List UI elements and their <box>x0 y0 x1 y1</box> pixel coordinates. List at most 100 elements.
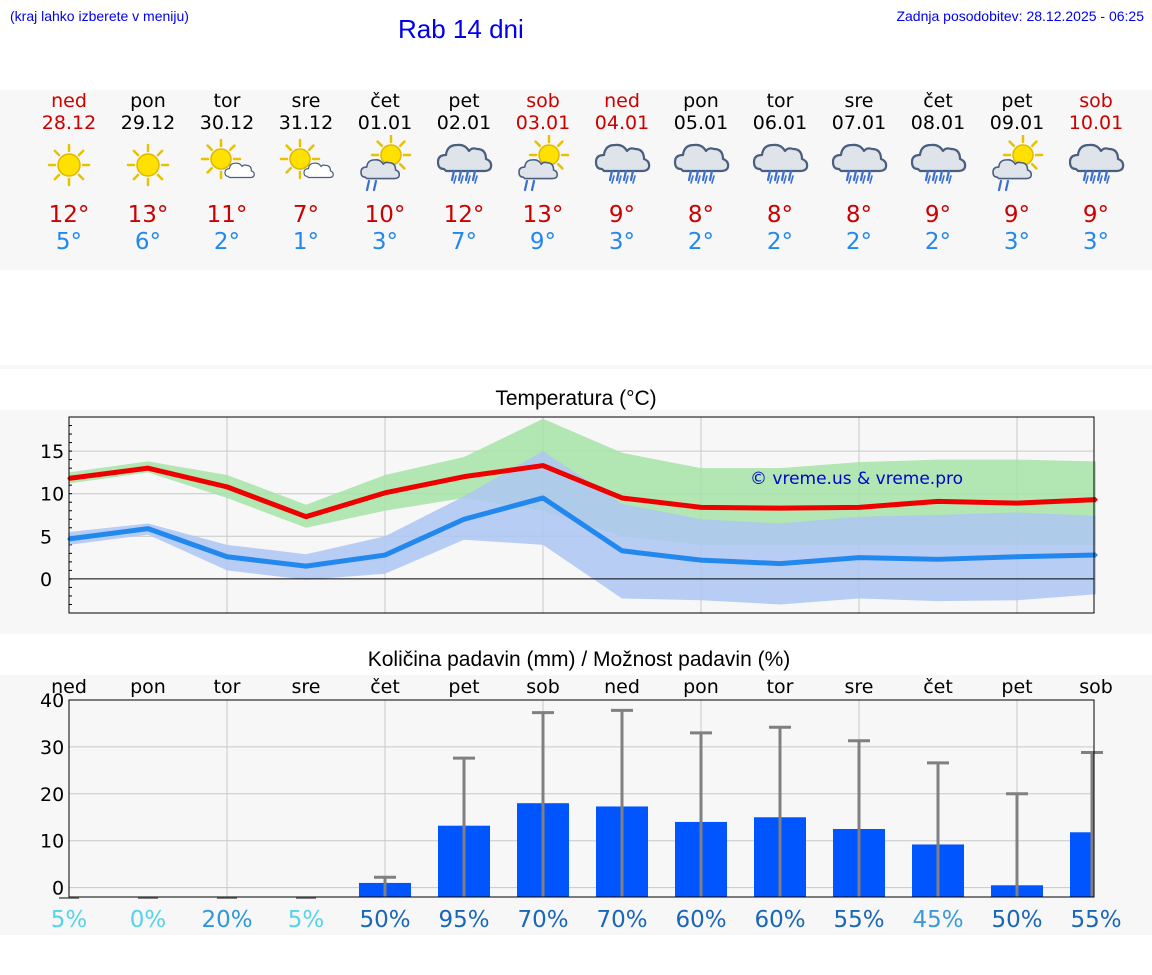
day-name: čet <box>370 90 400 112</box>
day-date: 02.01 <box>436 112 492 134</box>
cloud-shape <box>673 143 730 173</box>
day-name: pon <box>130 90 166 112</box>
rain-drops <box>997 179 1010 192</box>
temp-min: 2° <box>766 229 794 255</box>
rain-drops <box>924 169 952 184</box>
rain-drops <box>523 179 536 192</box>
rain-drops <box>365 179 378 192</box>
temp-max: 9° <box>924 202 952 228</box>
sun-cloud-icon <box>279 138 334 180</box>
day-name: ned <box>604 90 640 112</box>
day-date: 29.12 <box>120 112 176 134</box>
temp-min: 1° <box>292 229 320 255</box>
rain-cloud-icon <box>436 143 493 184</box>
cloud-shape <box>1068 143 1125 173</box>
day-column: tor 30.12 11° 2° <box>187 90 267 256</box>
sun-shape <box>1002 134 1044 176</box>
sun-shape <box>126 143 170 187</box>
temp-max: 8° <box>687 202 715 228</box>
day-name: sob <box>1079 90 1113 112</box>
page-title: Rab 14 dni <box>398 14 524 44</box>
temp-min: 2° <box>924 229 952 255</box>
sun-shape <box>47 143 91 187</box>
day-date: 07.01 <box>831 112 887 134</box>
day-column: sre 07.01 8° 2° <box>819 90 899 256</box>
temp-max: 8° <box>766 202 794 228</box>
temperature-band <box>0 410 1152 634</box>
cloud-shape <box>360 158 401 180</box>
temp-max: 9° <box>1082 202 1110 228</box>
last-update: Zadnja posodobitev: 28.12.2025 - 06:25 <box>896 8 1144 24</box>
sun-rain-cloud-icon <box>360 134 412 192</box>
rain-drops <box>450 169 478 184</box>
day-name: ned <box>51 90 87 112</box>
temp-min: 2° <box>687 229 715 255</box>
location-hint: (kraj lahko izberete v meniju) <box>10 8 189 24</box>
temp-min: 7° <box>450 229 478 255</box>
temp-max: 13° <box>127 202 169 228</box>
temp-min: 9° <box>529 229 557 255</box>
day-date: 28.12 <box>41 112 97 134</box>
temp-min: 3° <box>1082 229 1110 255</box>
cloud-shape <box>910 143 967 173</box>
temp-max: 10° <box>364 202 406 228</box>
cloud-shape <box>992 158 1033 180</box>
rain-drops <box>608 169 636 184</box>
day-column: pon 29.12 13° 6° <box>108 90 188 256</box>
sun-shape <box>370 134 412 176</box>
sun-rain-cloud-icon <box>992 134 1044 192</box>
temp-min: 5° <box>55 229 83 255</box>
day-date: 04.01 <box>594 112 650 134</box>
day-date: 01.01 <box>357 112 413 134</box>
rain-cloud-icon <box>594 143 651 184</box>
day-column: sre 31.12 7° 1° <box>266 90 346 256</box>
sun-shape <box>200 138 242 180</box>
day-name: sre <box>291 90 321 112</box>
day-name: pet <box>1001 90 1033 112</box>
day-column: ned 28.12 12° 5° <box>29 90 109 256</box>
rain-drops <box>766 169 794 184</box>
day-date: 31.12 <box>278 112 334 134</box>
forecast-band <box>0 90 1152 270</box>
temp-max: 12° <box>48 202 90 228</box>
cloud-shape <box>594 143 651 173</box>
cloud-shape <box>831 143 888 173</box>
day-date: 08.01 <box>910 112 966 134</box>
temperature-chart-title: Temperatura (°C) <box>495 387 657 410</box>
day-column: sob 03.01 13° 9° <box>503 90 583 256</box>
sun-icon <box>126 143 170 187</box>
rain-cloud-icon <box>752 143 809 184</box>
temp-max: 9° <box>608 202 636 228</box>
day-column: pet 02.01 12° 7° <box>424 90 504 256</box>
day-date: 06.01 <box>752 112 808 134</box>
cloud-shape <box>518 158 559 180</box>
day-name: čet <box>923 90 953 112</box>
rain-drops <box>845 169 873 184</box>
day-name: pon <box>683 90 719 112</box>
sun-rain-cloud-icon <box>518 134 570 192</box>
temp-max: 9° <box>1003 202 1031 228</box>
rain-cloud-icon <box>1068 143 1125 184</box>
temp-max: 7° <box>292 202 320 228</box>
precipitation-chart-title: Količina padavin (mm) / Možnost padavin … <box>367 648 791 671</box>
temp-max: 8° <box>845 202 873 228</box>
rain-drops <box>1082 169 1110 184</box>
sun-icon <box>47 143 91 187</box>
temp-max: 13° <box>522 202 564 228</box>
temp-min: 6° <box>134 229 162 255</box>
temp-min: 2° <box>213 229 241 255</box>
separator <box>0 365 1152 369</box>
rain-cloud-icon <box>910 143 967 184</box>
temp-min: 3° <box>371 229 399 255</box>
cloud-shape <box>752 143 809 173</box>
day-column: tor 06.01 8° 2° <box>740 90 820 256</box>
day-date: 10.01 <box>1068 112 1124 134</box>
rain-cloud-icon <box>673 143 730 184</box>
sun-shape <box>279 138 321 180</box>
day-name: pet <box>448 90 480 112</box>
day-date: 30.12 <box>199 112 255 134</box>
day-column: pon 05.01 8° 2° <box>661 90 741 256</box>
temp-min: 3° <box>608 229 636 255</box>
day-name: tor <box>213 90 241 112</box>
day-date: 09.01 <box>989 112 1045 134</box>
